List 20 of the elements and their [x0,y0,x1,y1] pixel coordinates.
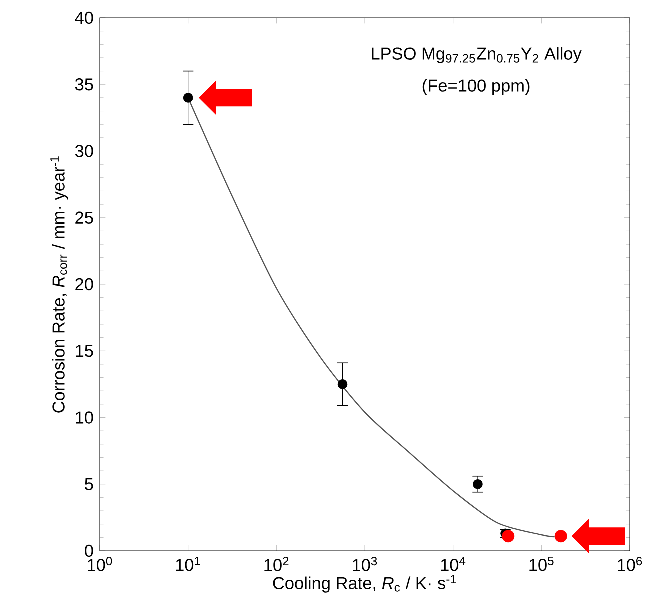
y-tick-label: 35 [75,78,94,91]
y-axis-title: Corrosion Rate, R$_{corr}$ / mm· year$^{-1}$ [50,156,68,413]
y-tick-label: 10 [76,412,94,424]
annotation: (Fe=100 ppm) [422,79,530,96]
x-tick-label: 10$^{5}$ [530,557,554,572]
x-tick-label: 10$^{4}$ [441,557,466,572]
y-tick-label: 20 [76,278,94,291]
y-tick-label: 40 [75,12,94,24]
annotation: LPSO Mg$_{97.25}$Zn$_{0.75}$Y$_{2}$ Alloy [372,47,582,64]
y-tick-label: 30 [75,145,94,158]
y-tick-label: 0 [85,544,94,558]
x-axis-title: Cooling Rate, R$_{c}$ / K· s$^{-1}$ [273,575,456,593]
x-tick-label: 10$^{2}$ [264,557,289,572]
y-tick-label: 25 [76,212,94,224]
y-tick-label: 15 [76,345,94,358]
x-tick-label: 10$^{6}$ [618,557,642,572]
x-tick-label: 10$^{0}$ [88,557,112,572]
y-tick-label: 5 [85,478,94,490]
x-tick-label: 10$^{3}$ [353,557,378,572]
x-tick-label: 10$^{1}$ [176,557,200,572]
